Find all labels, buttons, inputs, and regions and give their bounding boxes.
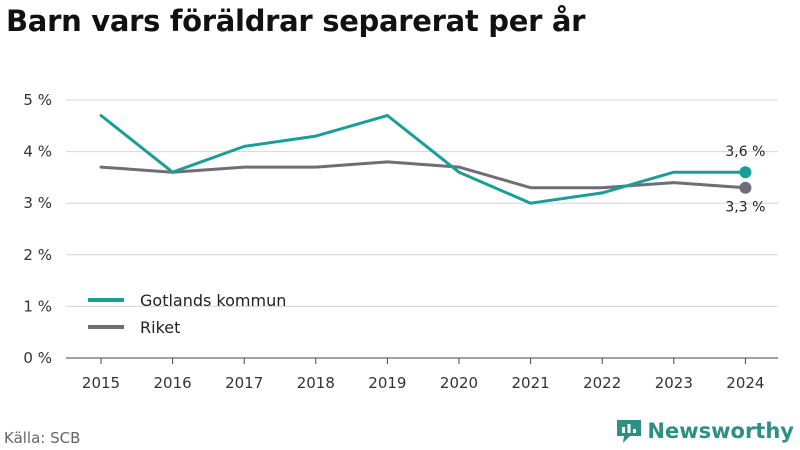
y-tick-label: 0 % bbox=[23, 349, 52, 367]
x-tick-label: 2016 bbox=[154, 374, 192, 392]
x-tick-label: 2021 bbox=[512, 374, 550, 392]
legend: Gotlands kommun Riket bbox=[88, 291, 286, 337]
x-tick-label: 2015 bbox=[82, 374, 120, 392]
legend-label: Gotlands kommun bbox=[140, 291, 286, 310]
y-tick-label: 3 % bbox=[23, 194, 52, 212]
y-tick-label: 1 % bbox=[23, 297, 52, 315]
axes: 0 % 1 % 2 % 3 % 4 % 5 % 2015 2016 2017 2018 2019 20… bbox=[23, 91, 778, 392]
chart-title: Barn vars föräldrar separerat per år bbox=[6, 4, 586, 38]
x-tick-label: 2020 bbox=[440, 374, 478, 392]
x-tick-label: 2018 bbox=[297, 374, 335, 392]
end-value-label: 3,3 % bbox=[725, 200, 765, 216]
x-tick-label: 2023 bbox=[655, 374, 693, 392]
brand-logo: Newsworthy bbox=[617, 418, 794, 444]
end-labels: 3,6 % 3,3 % bbox=[725, 144, 765, 215]
series-line bbox=[99, 114, 747, 205]
source-note: Källa: SCB bbox=[4, 429, 81, 447]
brand-name: Newsworthy bbox=[647, 419, 794, 443]
end-value-label: 3,6 % bbox=[725, 144, 765, 160]
y-tick-label: 2 % bbox=[23, 246, 52, 264]
series-lines bbox=[99, 114, 752, 205]
legend-label: Riket bbox=[140, 318, 180, 337]
x-tick-label: 2024 bbox=[726, 374, 764, 392]
newsworthy-logo-icon bbox=[617, 420, 642, 443]
grid-lines bbox=[66, 99, 778, 307]
x-tick-label: 2017 bbox=[225, 374, 263, 392]
y-tick-label: 5 % bbox=[23, 91, 52, 109]
series-end-point bbox=[739, 166, 752, 179]
x-tick-label: 2019 bbox=[368, 374, 406, 392]
series-end-point bbox=[739, 181, 752, 194]
series-line bbox=[99, 160, 747, 190]
x-tick-label: 2022 bbox=[583, 374, 621, 392]
y-tick-label: 4 % bbox=[23, 143, 52, 161]
